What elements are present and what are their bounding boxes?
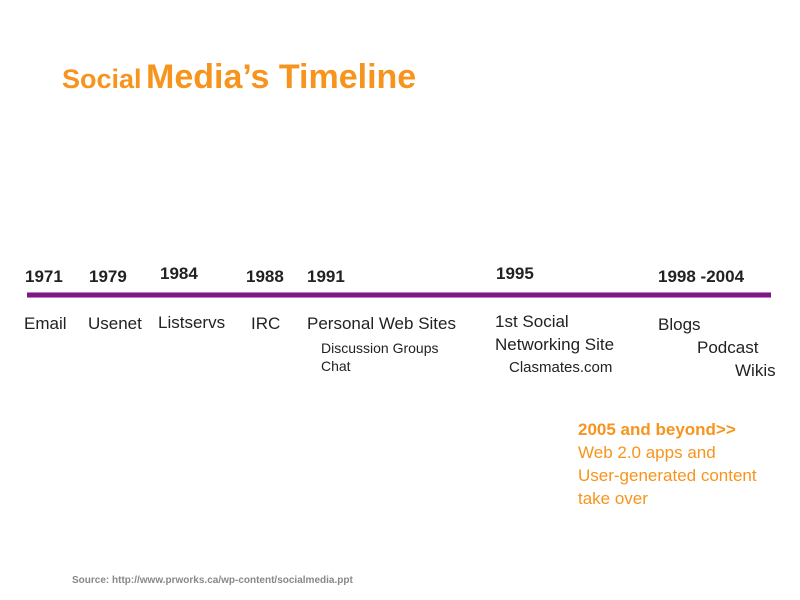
event-podcast: Podcast	[697, 338, 759, 357]
future-line: take over	[578, 489, 648, 508]
title-part2: Media’s Timeline	[146, 58, 417, 96]
event-irc: IRC	[251, 314, 281, 333]
title-part1: Social	[62, 64, 142, 94]
event-discussion-groups: Discussion Groups	[321, 340, 439, 356]
year-1991: 1991	[307, 267, 345, 286]
year-1971: 1971	[25, 267, 63, 286]
event-chat: Chat	[321, 358, 351, 374]
future-note: 2005 and beyond>> Web 2.0 apps and User-…	[578, 418, 798, 510]
future-line: Web 2.0 apps and	[578, 443, 716, 462]
timeline-line	[27, 292, 771, 298]
event-listservs: Listservs	[158, 313, 226, 332]
event-1st-social: 1st Social	[495, 312, 569, 331]
slide-title: Social Media’s Timeline	[62, 58, 416, 97]
year-1998-2004: 1998 -2004	[658, 267, 745, 286]
year-1988: 1988	[246, 267, 284, 286]
event-clasmates: Clasmates.com	[509, 359, 613, 376]
year-1979: 1979	[89, 267, 127, 286]
future-line: User-generated content	[578, 466, 757, 485]
year-1995: 1995	[496, 264, 534, 283]
event-email: Email	[24, 314, 67, 333]
event-blogs: Blogs	[658, 315, 701, 334]
source-citation: Source: http://www.prworks.ca/wp-content…	[72, 575, 353, 586]
event-usenet: Usenet	[88, 314, 142, 333]
event-networking-site: Networking Site	[495, 335, 615, 354]
future-heading: 2005 and beyond>>	[578, 420, 736, 439]
year-1984: 1984	[160, 264, 198, 283]
event-personal-web-sites: Personal Web Sites	[307, 314, 456, 333]
event-wikis: Wikis	[735, 361, 776, 380]
